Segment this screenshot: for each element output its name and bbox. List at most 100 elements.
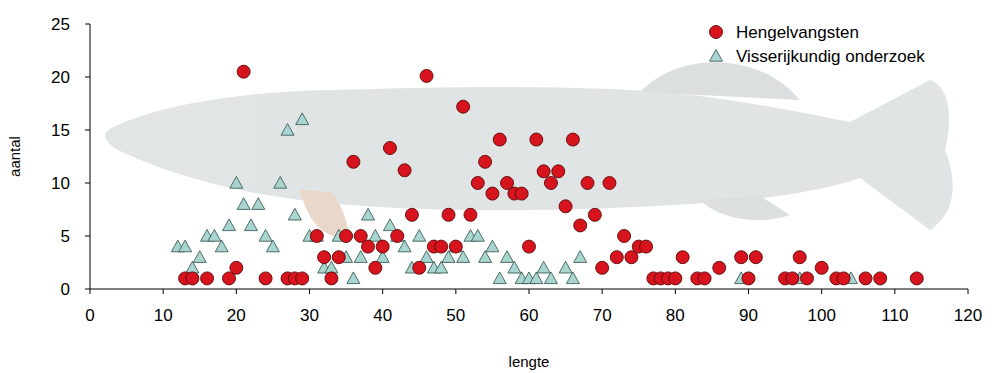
point [186,272,199,285]
point [508,261,521,273]
point [471,230,484,242]
point [259,272,272,285]
point [449,240,462,253]
point [566,133,579,146]
point [347,272,360,284]
x-tick [309,289,310,294]
point [515,187,528,200]
x-tick-label: 100 [807,306,835,325]
point [552,165,565,178]
x-tick-label: 80 [666,306,685,325]
fish-fin [300,190,350,237]
x-tick-label: 30 [300,306,319,325]
x-axis-label: lengte [509,353,550,370]
point [544,272,557,284]
y-tick-label: 0 [61,280,70,299]
point [369,261,382,274]
point [179,240,192,252]
point [237,65,250,78]
point [471,177,484,190]
point [186,261,199,273]
point [244,219,257,231]
point [201,272,214,285]
point [618,230,631,243]
point [610,251,623,264]
point [530,133,543,146]
x-tick [968,289,969,294]
point [493,272,506,284]
point [288,208,301,220]
point [874,272,887,285]
y-tick [85,130,90,131]
point [464,208,477,221]
point [837,272,850,285]
x-tick-label: 50 [446,306,465,325]
x-tick-label: 60 [520,306,539,325]
point [296,113,309,125]
legend-marker [710,50,723,62]
x-tick [748,289,749,294]
point [859,272,872,285]
point [537,165,550,178]
point [574,251,587,263]
point [318,251,331,264]
point [332,251,345,264]
x-tick [529,289,530,294]
x-tick-label: 20 [227,306,246,325]
point [596,261,609,274]
point [369,230,382,242]
y-tick [85,236,90,237]
legend-label: Visserijkundig onderzoek [736,47,925,66]
point [413,230,426,242]
point [362,208,375,220]
x-tick [90,289,91,294]
point [274,177,287,189]
point [559,200,572,213]
point [588,208,601,221]
point [676,251,689,264]
point [698,272,711,285]
y-tick [85,289,90,290]
point [910,272,923,285]
chart: 01020304050607080901001101200510152025le… [0,0,998,373]
point [559,261,572,273]
point [530,272,543,284]
point [215,240,228,252]
x-tick-label: 10 [154,306,173,325]
point [486,240,499,252]
point [398,164,411,177]
point [208,230,221,242]
point [230,261,243,274]
x-tick [821,289,822,294]
y-axis-label: aantal [6,136,23,177]
point [223,219,236,231]
point [749,251,762,264]
x-tick [455,289,456,294]
point [325,272,338,285]
point [603,177,616,190]
x-tick [894,289,895,294]
point [786,272,799,285]
point [420,69,433,82]
y-tick-label: 15 [51,121,70,140]
x-tick [675,289,676,294]
point [376,240,389,253]
x-tick [602,289,603,294]
legend: HengelvangstenVisserijkundig onderzoek [710,23,926,66]
point [347,155,360,168]
point [581,177,594,190]
point [340,230,353,243]
y-tick-label: 25 [51,15,70,34]
x-tick [382,289,383,294]
y-tick [85,77,90,78]
point [435,261,448,273]
point [801,272,814,285]
point [640,240,653,253]
point [259,230,272,242]
point [713,261,726,274]
fish-fin [640,62,800,100]
point [457,100,470,113]
point [544,177,557,190]
point [362,240,375,253]
point [296,272,309,285]
